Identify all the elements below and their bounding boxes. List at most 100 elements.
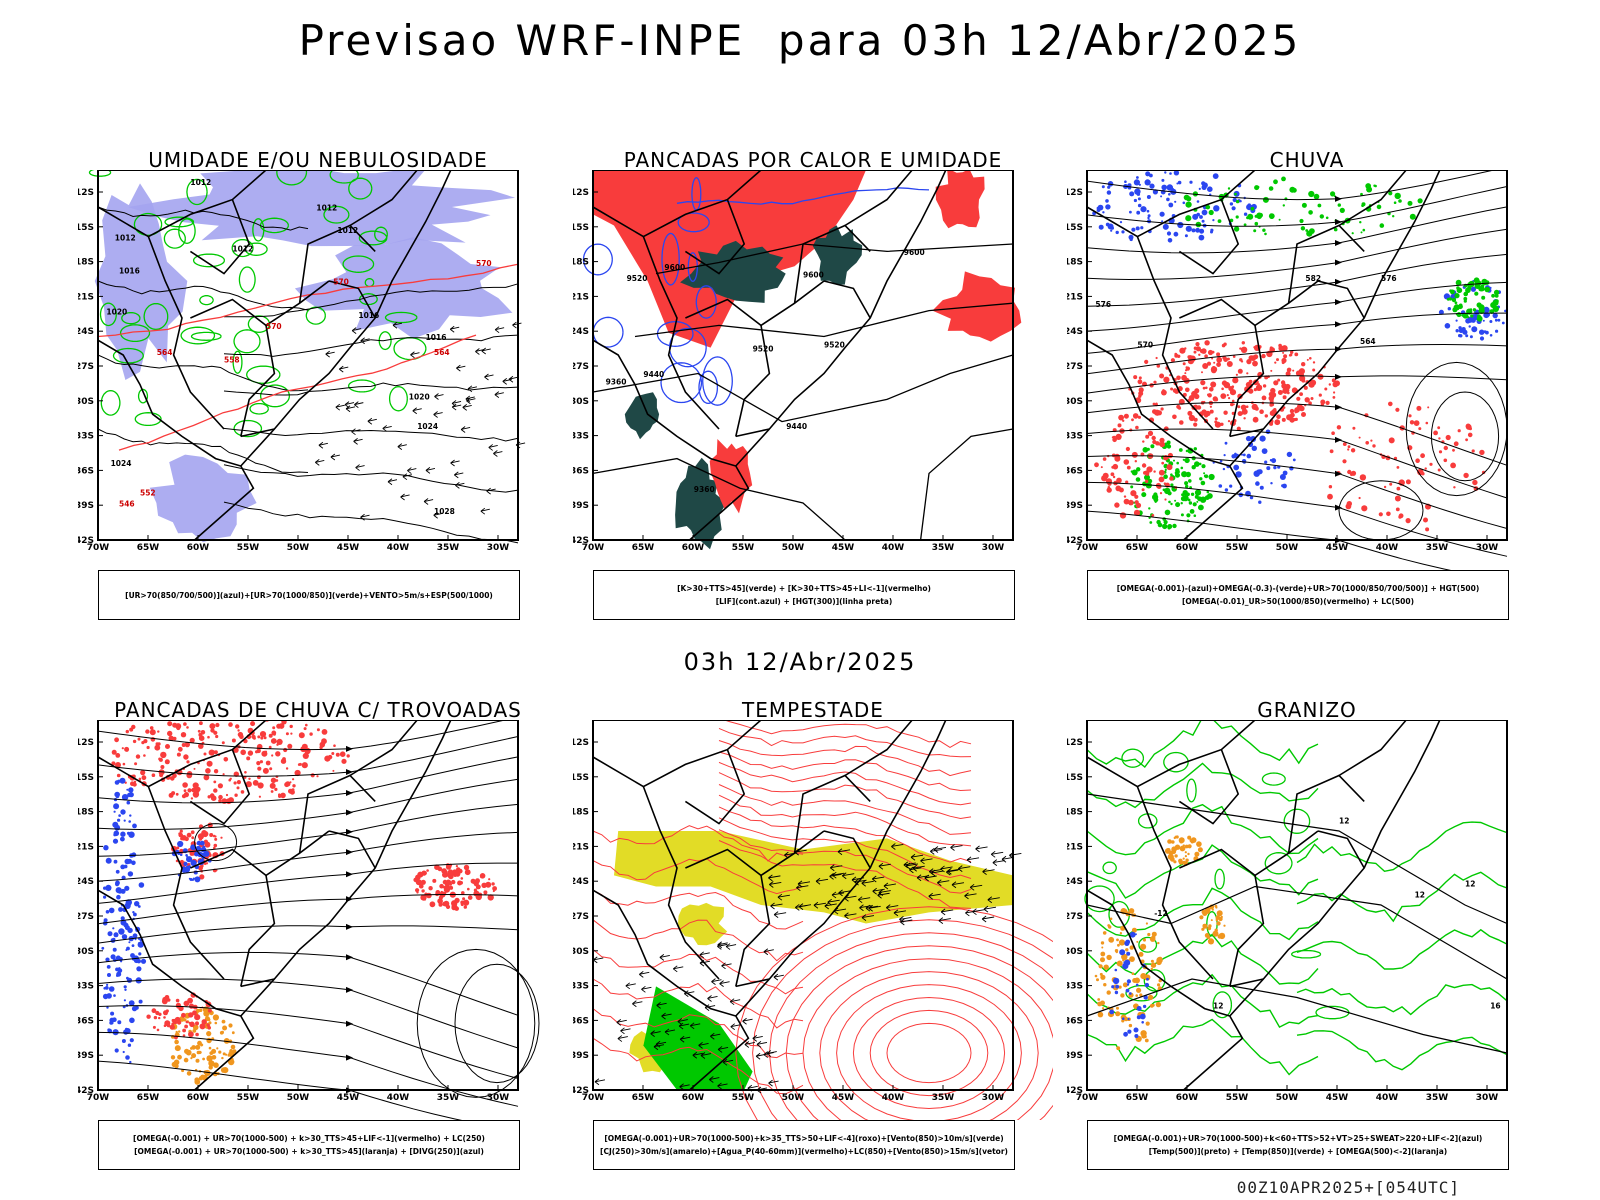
precip-dot [1342,442,1347,446]
precip-dot [1301,362,1306,367]
precip-dot [1183,194,1190,201]
contour-label: 1028 [434,507,455,516]
precip-dot [1100,974,1106,980]
precip-dot [1140,206,1147,213]
lat-label: 42S [78,536,94,546]
wind-vector [719,980,730,987]
precip-dot [1288,354,1292,357]
lon-label: 65W [632,1093,655,1103]
precip-dot [212,834,216,838]
precip-dot [1257,469,1263,475]
precip-dot [265,760,271,766]
contour-line [1086,170,1256,238]
precip-dot [1182,860,1186,865]
precip-dot [199,1023,206,1030]
wind-vector [964,892,977,900]
precip-dot [1153,380,1157,384]
contour-line [240,325,276,437]
precip-dot [207,1026,211,1030]
contour-line [844,720,913,777]
shaded-area [935,170,985,229]
panel-title: PANCADAS POR CALOR E UMIDADE [623,148,1003,172]
lat-label: 42S [1067,1086,1083,1096]
precip-dot [1394,192,1401,200]
precip-dot [195,1021,199,1026]
precip-dot [1187,835,1192,840]
precip-dot [207,1008,212,1013]
contour-label: 1012 [115,233,136,242]
contour-label: 564 [157,348,173,357]
precip-dot [1308,210,1313,215]
precip-dot [1193,422,1198,427]
precip-dot [1250,436,1257,442]
precip-dot [208,1065,213,1070]
precip-dot [1213,361,1216,364]
precip-dot [233,781,237,785]
contour-label: 1012 [316,204,337,213]
contour-line [1229,428,1264,438]
wind-vector [831,891,845,899]
contour-line [416,948,536,1098]
precip-dot [116,894,121,900]
contour-line [684,199,746,275]
contour-line [97,978,519,1049]
precip-dot [1138,376,1142,380]
precip-dot [257,766,262,771]
wind-vector [770,902,783,910]
shaded-area [614,831,1013,924]
precip-dot [1136,1015,1141,1020]
wind-vector [655,1040,667,1048]
precip-dot [1228,386,1234,392]
map-fields [1084,720,1508,1091]
precip-dot [1359,221,1362,224]
contour-line [1287,224,1365,304]
precip-dot [1134,494,1139,499]
precip-dot [1447,307,1451,311]
legend-line: [OMEGA(-0.001) + UR>70(1000-500) + k>30_… [133,1134,485,1143]
precip-dot [1218,484,1223,488]
precip-dot [1365,183,1372,189]
precip-dot [1445,434,1451,441]
contour-line [1086,401,1508,466]
precip-dot [449,885,454,890]
precip-dot [1206,935,1211,939]
precip-dot [1310,397,1314,400]
contour-line [1086,933,1319,985]
precip-dot [1185,484,1189,489]
lat-label: 18S [1067,258,1083,268]
precip-dot [278,794,282,798]
contour-line [97,206,309,231]
precip-dot [1125,948,1129,952]
precip-dot [218,794,223,800]
precip-dot [128,787,134,793]
precip-dot [1106,990,1111,995]
contour-label: 9440 [786,422,807,431]
precip-dot [131,860,136,866]
precip-dot [1149,173,1153,178]
precip-dot [112,1017,117,1022]
precip-dot [206,760,213,767]
precip-dot [1118,985,1122,989]
precip-dot [206,1031,212,1037]
lon-label: 35W [932,543,955,553]
precip-dot [1169,172,1172,175]
precip-dot [1174,352,1178,356]
contour-line [1086,510,1452,570]
precip-dot [1143,995,1148,1000]
wind-vector [692,1051,703,1059]
precip-dot [129,727,134,732]
precip-dot [1286,391,1290,395]
contour-line [735,325,771,437]
lat-label: 15S [573,223,589,233]
contour-line [163,228,186,249]
wind-arrow [346,1054,353,1061]
precip-dot [125,949,128,951]
wind-vector [467,385,478,393]
precip-dot [1194,461,1200,467]
wind-vector [425,467,436,474]
wind-vector [722,1058,734,1066]
lat-label: 39S [573,501,589,511]
precip-dot [1254,185,1260,191]
contour-line [119,324,151,343]
